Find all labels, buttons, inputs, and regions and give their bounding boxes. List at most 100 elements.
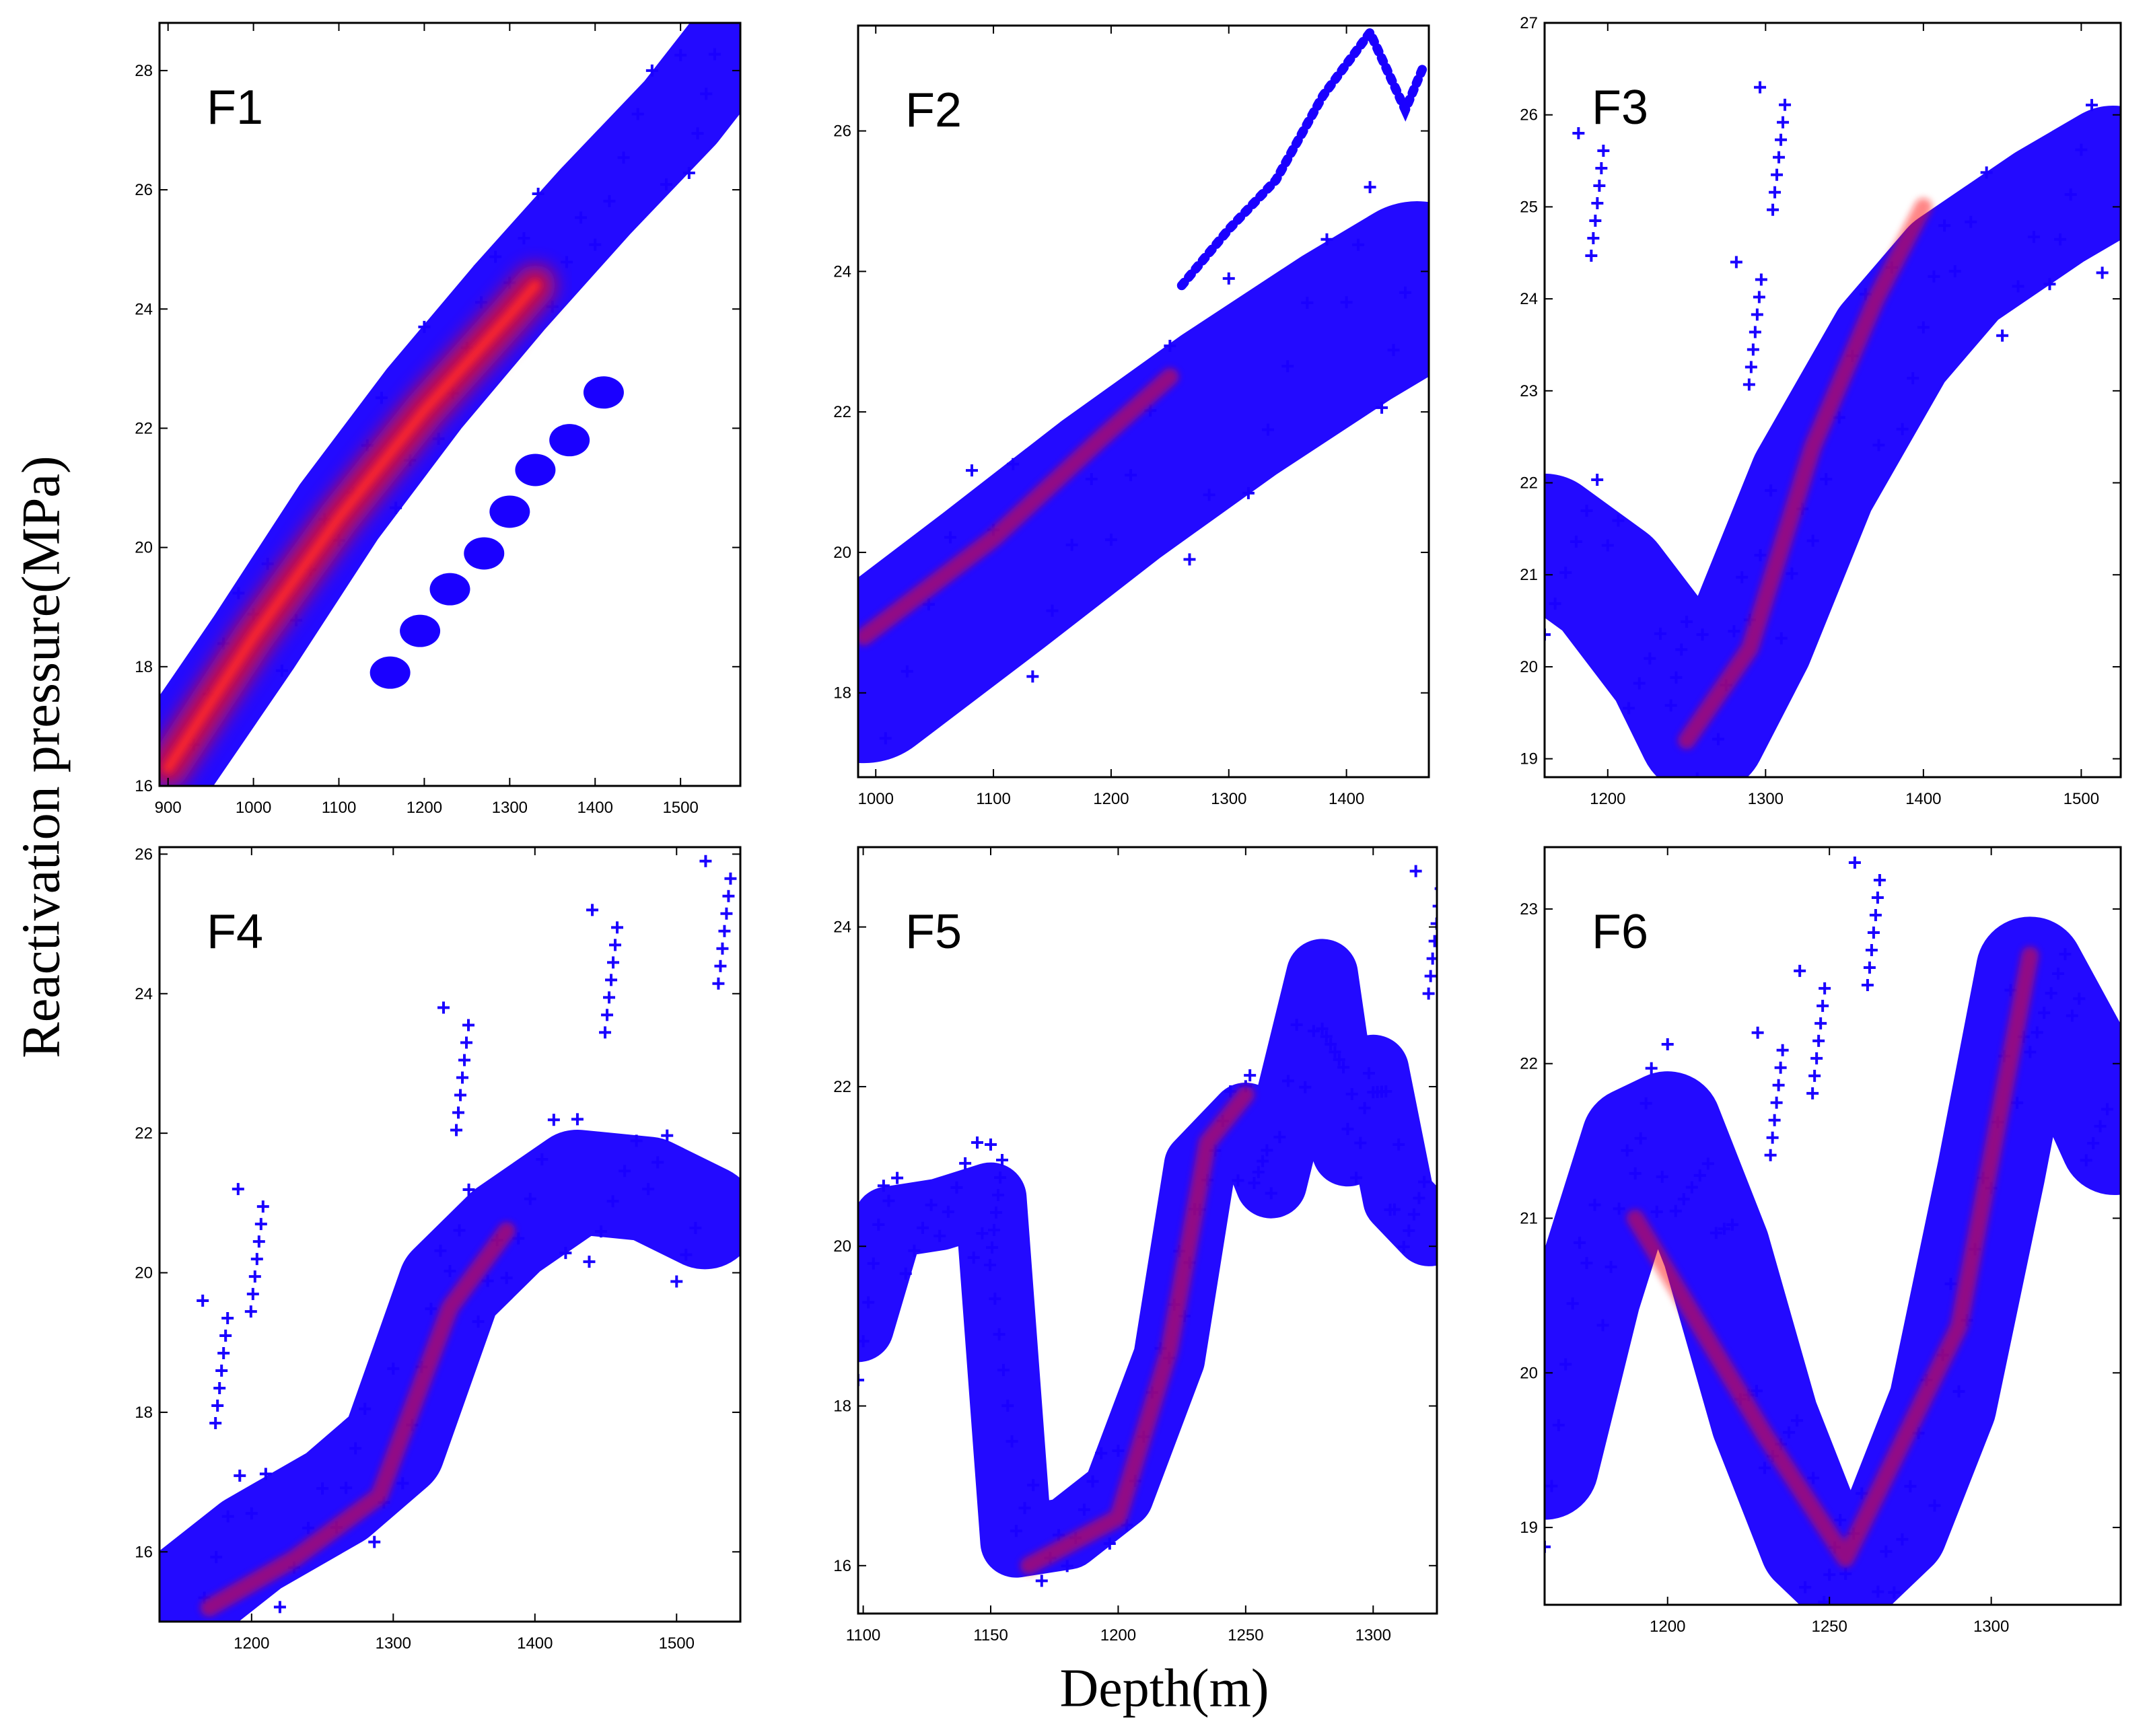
y-tick-label: 26 (1520, 106, 1538, 124)
y-tick-label: 26 (135, 181, 153, 199)
scatter-point (1751, 308, 1763, 321)
scatter-point (547, 1114, 560, 1126)
y-tick-label: 22 (1520, 1055, 1538, 1073)
scatter-point (1388, 1203, 1401, 1216)
density-hotspot (1020, 1085, 1255, 1575)
scatter-point (1333, 1053, 1345, 1066)
scatter-point (997, 1364, 1010, 1377)
scatter-point (1559, 1358, 1572, 1371)
scatter-point (1819, 982, 1831, 994)
scatter-point (1861, 978, 1874, 991)
scatter-point (1896, 423, 1909, 435)
scatter-point (2087, 1137, 2100, 1150)
scatter-point (1572, 127, 1585, 140)
scatter-point (1601, 539, 1614, 552)
scatter-point (630, 1134, 643, 1147)
scatter-point (211, 1400, 224, 1412)
scatter-point (984, 1258, 996, 1271)
scatter-point (1656, 1170, 1668, 1183)
scatter-point (1320, 1030, 1333, 1043)
scatter-point (1144, 404, 1157, 417)
scatter-point (595, 1225, 608, 1238)
scatter-point (1980, 166, 1993, 179)
scatter-point (589, 238, 602, 251)
y-tick-label: 16 (135, 1543, 153, 1561)
scatter-point (1629, 1167, 1642, 1180)
scatter-point (1928, 1499, 1941, 1512)
scatter-point (1164, 340, 1176, 353)
scatter-point (1774, 1061, 1787, 1074)
scatter-point (700, 87, 713, 100)
scatter-point (1364, 181, 1376, 194)
scatter-point (722, 890, 735, 902)
scatter-point (245, 1507, 258, 1520)
scatter-point (259, 1468, 272, 1480)
y-tick-label: 20 (135, 539, 153, 557)
scatter-point (1712, 733, 1724, 746)
scatter-point (1718, 1223, 1730, 1235)
scatter-point (1888, 1586, 1901, 1599)
scatter-point (718, 925, 731, 937)
scatter-point (988, 1223, 1000, 1236)
scatter-point (2028, 231, 2041, 244)
scatter-point (1754, 549, 1767, 562)
x-tick-label: 1200 (1650, 1618, 1685, 1636)
scatter-point (219, 1330, 232, 1342)
scatter-point (1585, 250, 1598, 262)
scatter-point (989, 1293, 1001, 1305)
scatter-point (2024, 1046, 2037, 1058)
scatter-point (1612, 514, 1625, 527)
scatter-point (631, 108, 644, 120)
x-tick-label: 1000 (236, 799, 271, 817)
scatter-point (1675, 643, 1688, 656)
scatter-point (1791, 1414, 1804, 1427)
scatter-point (1046, 604, 1059, 617)
scatter-point (1709, 1227, 1722, 1239)
scatter-point (1904, 1480, 1917, 1492)
scatter-point (1112, 1444, 1125, 1457)
scatter-point (1262, 423, 1275, 436)
density-hotspot (1626, 946, 2039, 1568)
data-cluster (549, 424, 590, 457)
scatter-point (607, 956, 620, 969)
scatter-point (210, 1551, 223, 1564)
x-tick-label: 1300 (1748, 790, 1784, 808)
scatter-point (1591, 473, 1604, 486)
scatter-point (1307, 1025, 1320, 1038)
scatter-point (586, 904, 599, 916)
scatter-point (1770, 1096, 1783, 1109)
scatter-point (916, 1221, 929, 1234)
y-tick-label: 21 (1520, 1210, 1538, 1228)
scatter-point (1896, 1533, 1909, 1546)
scatter-point (1747, 343, 1759, 356)
scatter-point (232, 1183, 244, 1196)
y-tick-label: 24 (1520, 290, 1538, 308)
scatter-point (1775, 632, 1788, 645)
scatter-point (606, 1195, 619, 1208)
scatter-point (1996, 329, 2009, 342)
y-tick-label: 26 (833, 122, 851, 141)
scatter-point (858, 1373, 864, 1386)
scatter-point (387, 1363, 400, 1375)
scatter-point (396, 1477, 409, 1490)
scatter-point (1907, 372, 1919, 385)
scatter-point (1345, 1088, 1358, 1101)
density-hotspot (200, 1222, 516, 1617)
scatter-point (1358, 1101, 1371, 1114)
data-cluster (583, 376, 624, 409)
scatter-point (359, 1402, 372, 1415)
plot-area (160, 23, 740, 786)
scatter-point (651, 1156, 664, 1169)
scatter-point (1549, 598, 1561, 610)
scatter-point (1252, 1165, 1265, 1178)
scatter-point (1767, 203, 1779, 216)
data-band (1545, 106, 2121, 777)
scatter-point (273, 1601, 286, 1614)
y-tick-label: 24 (135, 300, 153, 318)
x-tick-label: 1400 (577, 799, 613, 817)
scatter-point (599, 1026, 612, 1039)
scatter-point (1768, 1114, 1781, 1126)
panel-frame (857, 24, 1430, 779)
y-tick-label: 23 (1520, 382, 1538, 400)
scatter-point (601, 1009, 614, 1021)
